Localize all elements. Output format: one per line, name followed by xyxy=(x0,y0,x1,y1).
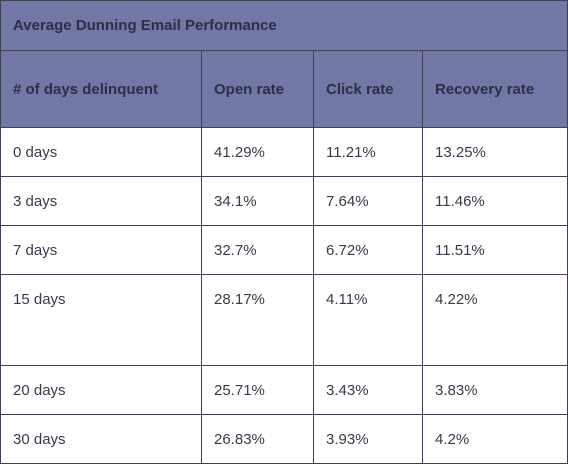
cell-open-rate: 26.83% xyxy=(201,414,314,464)
cell-click-rate: 6.72% xyxy=(313,225,423,275)
cell-days: 30 days xyxy=(0,414,202,464)
cell-click-rate: 7.64% xyxy=(313,176,423,226)
table-row: 3 days 34.1% 7.64% 11.46% xyxy=(0,176,568,226)
column-header-click-rate: Click rate xyxy=(313,50,423,128)
cell-recovery-rate: 11.46% xyxy=(422,176,568,226)
table-header-row: # of days delinquent Open rate Click rat… xyxy=(0,50,568,128)
column-header-recovery-rate: Recovery rate xyxy=(422,50,568,128)
cell-click-rate: 3.43% xyxy=(313,365,423,415)
table-row: 0 days 41.29% 11.21% 13.25% xyxy=(0,127,568,177)
cell-click-rate: 4.11% xyxy=(313,274,423,366)
cell-recovery-rate: 13.25% xyxy=(422,127,568,177)
cell-click-rate: 11.21% xyxy=(313,127,423,177)
cell-open-rate: 32.7% xyxy=(201,225,314,275)
table-title: Average Dunning Email Performance xyxy=(0,0,568,51)
cell-recovery-rate: 4.22% xyxy=(422,274,568,366)
table-row: 20 days 25.71% 3.43% 3.83% xyxy=(0,365,568,415)
cell-recovery-rate: 11.51% xyxy=(422,225,568,275)
table-row: 7 days 32.7% 6.72% 11.51% xyxy=(0,225,568,275)
dunning-performance-table: Average Dunning Email Performance # of d… xyxy=(0,0,568,464)
cell-open-rate: 25.71% xyxy=(201,365,314,415)
cell-recovery-rate: 4.2% xyxy=(422,414,568,464)
cell-days: 15 days xyxy=(0,274,202,366)
table-row: 30 days 26.83% 3.93% 4.2% xyxy=(0,414,568,464)
cell-days: 7 days xyxy=(0,225,202,275)
cell-open-rate: 34.1% xyxy=(201,176,314,226)
cell-days: 20 days xyxy=(0,365,202,415)
cell-open-rate: 28.17% xyxy=(201,274,314,366)
cell-days: 3 days xyxy=(0,176,202,226)
table-row: 15 days 28.17% 4.11% 4.22% xyxy=(0,274,568,366)
column-header-days: # of days delinquent xyxy=(0,50,202,128)
cell-open-rate: 41.29% xyxy=(201,127,314,177)
cell-click-rate: 3.93% xyxy=(313,414,423,464)
column-header-open-rate: Open rate xyxy=(201,50,314,128)
table-title-row: Average Dunning Email Performance xyxy=(0,0,568,51)
cell-days: 0 days xyxy=(0,127,202,177)
cell-recovery-rate: 3.83% xyxy=(422,365,568,415)
